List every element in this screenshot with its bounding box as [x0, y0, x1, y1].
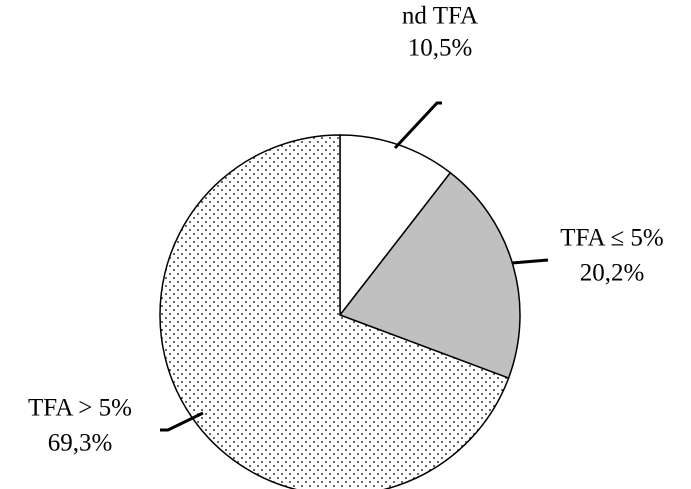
leader-line — [511, 258, 549, 265]
value-label: 20,2% — [580, 260, 645, 287]
category-label: TFA ≤ 5% — [560, 225, 664, 252]
leader-line — [160, 411, 204, 432]
category-label: TFA > 5% — [28, 395, 132, 422]
category-label: nd TFA — [402, 3, 478, 30]
leader-line — [393, 101, 442, 150]
value-label: 10,5% — [408, 35, 473, 62]
value-label: 69,3% — [48, 430, 113, 457]
pie-slice — [338, 171, 521, 380]
